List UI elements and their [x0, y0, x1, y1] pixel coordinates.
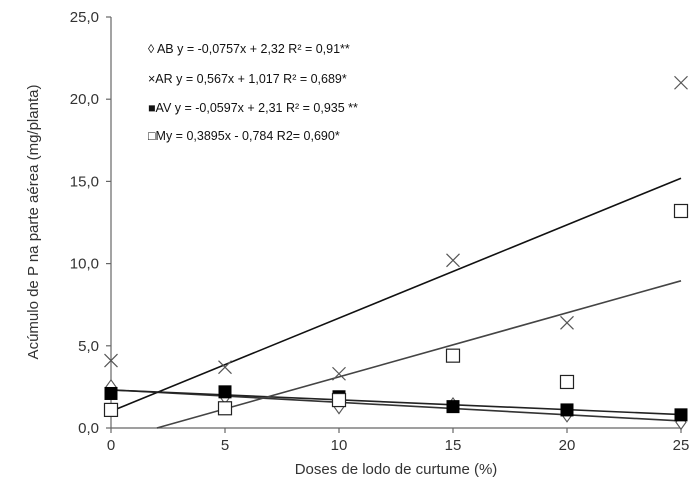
- y-tick-label: 10,0: [70, 256, 99, 273]
- y-axis-title: Acúmulo de P na parte aérea (mg/planta): [25, 85, 42, 360]
- legend-entry-av: ■AV y = -0,0597x + 2,31 R² = 0,935 **: [148, 101, 358, 115]
- data-point-ar: [104, 353, 118, 368]
- legend-entry-ar: ×AR y = 0,567x + 1,017 R² = 0,689*: [148, 72, 347, 86]
- y-tick-label: 15,0: [70, 173, 99, 190]
- x-tick-label: 5: [221, 437, 229, 454]
- data-point-av: [218, 385, 232, 399]
- data-point-av: [104, 386, 118, 400]
- x-axis-title: Doses de lodo de curtume (%): [295, 461, 498, 478]
- trendline-ar: [110, 177, 682, 413]
- y-tick-label: 25,0: [70, 9, 99, 26]
- data-point-my: [217, 401, 233, 416]
- data-point-ar: [674, 75, 688, 90]
- x-tick-label: 0: [107, 437, 115, 454]
- axes: [110, 17, 681, 429]
- ticks: 0 5 10 15 20 25 0,0 5,0 10,0 15,0 20,0 25,0: [70, 9, 689, 454]
- x-tick-label: 15: [445, 437, 462, 454]
- data-point-ar: [332, 366, 346, 381]
- data-point-av: [674, 408, 688, 422]
- data-point-ar: [560, 315, 574, 330]
- data-point-my: [331, 392, 347, 408]
- y-tick-label: 0,0: [78, 420, 99, 437]
- legend: ◊ AB y = -0,0757x + 2,32 R² = 0,91** ×AR…: [148, 42, 358, 143]
- points: [103, 75, 689, 431]
- data-point-my: [559, 374, 575, 390]
- x-tick-label: 10: [331, 437, 348, 454]
- data-point-ar: [446, 253, 460, 268]
- trendline-my: [156, 280, 682, 429]
- trendlines: [110, 177, 682, 429]
- y-tick-label: 20,0: [70, 91, 99, 108]
- legend-entry-my: □My = 0,3895x - 0,784 R2= 0,690*: [148, 129, 340, 143]
- data-point-my: [673, 203, 689, 219]
- trendline-av: [110, 389, 682, 416]
- data-point-ar: [218, 360, 232, 375]
- data-point-av: [446, 400, 460, 414]
- legend-entry-ab: ◊ AB y = -0,0757x + 2,32 R² = 0,91**: [148, 42, 350, 56]
- trendline-ab: [110, 389, 682, 422]
- data-point-my: [445, 348, 461, 363]
- data-point-my: [103, 402, 119, 418]
- data-point-av: [560, 403, 574, 417]
- x-tick-label: 25: [673, 437, 689, 454]
- y-tick-label: 5,0: [78, 338, 99, 355]
- x-tick-label: 20: [559, 437, 576, 454]
